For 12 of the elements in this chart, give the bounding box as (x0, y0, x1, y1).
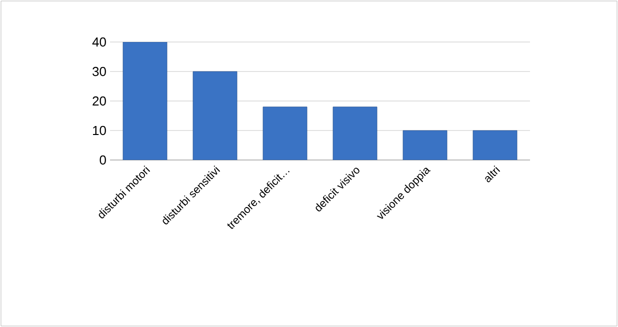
bar (122, 42, 168, 160)
y-tick-label: 30 (92, 66, 106, 76)
x-tick-label: altri (485, 166, 500, 182)
y-tick-label: 0 (100, 155, 106, 165)
bar (402, 130, 448, 160)
bar (332, 106, 378, 160)
y-tick-label: 20 (92, 96, 106, 106)
y-tick-label: 10 (93, 126, 106, 136)
bar (472, 130, 518, 160)
bar (262, 106, 308, 160)
bar (192, 71, 238, 160)
y-tick-label: 40 (92, 37, 106, 47)
